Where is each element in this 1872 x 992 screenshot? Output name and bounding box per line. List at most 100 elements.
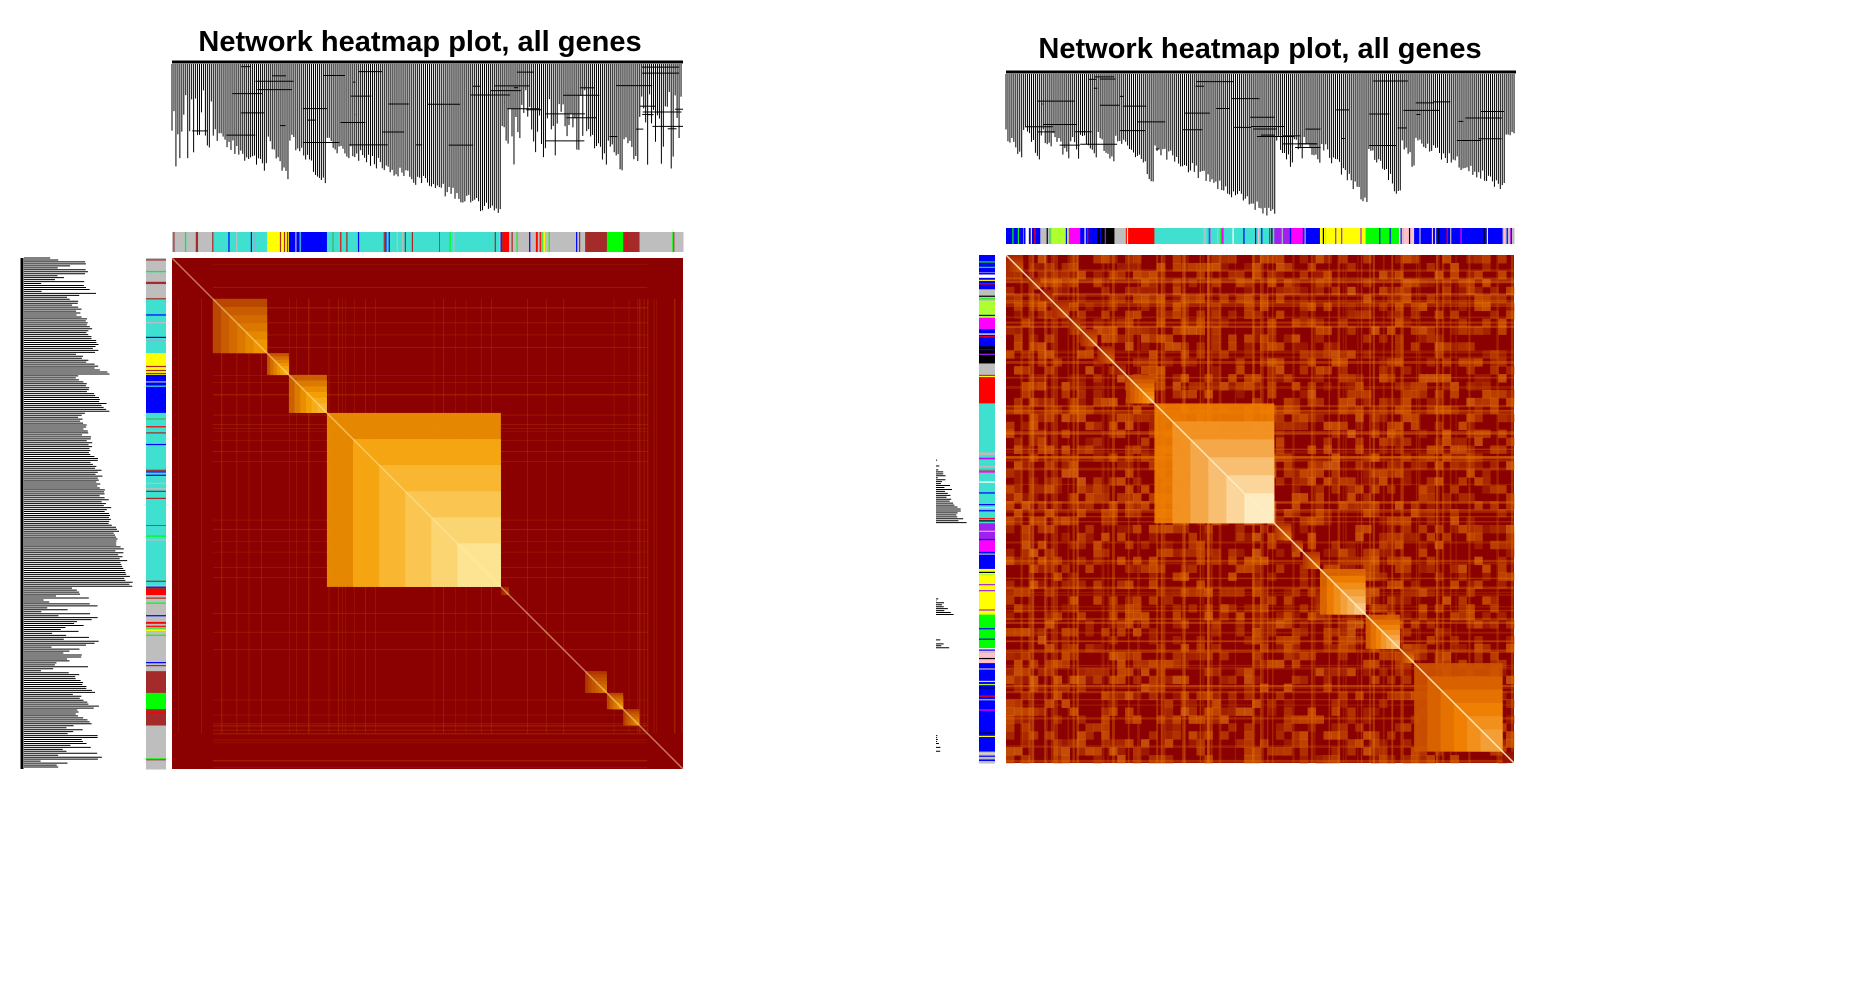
heatmap-streak <box>1006 352 1514 354</box>
heatmap-cell <box>1037 342 1047 351</box>
heatmap-cell <box>1061 389 1070 399</box>
module-color-segment <box>979 663 995 753</box>
heatmap-cell <box>1037 501 1047 510</box>
heatmap-cell <box>1236 294 1245 304</box>
heatmap-cell <box>1307 358 1317 367</box>
heatmap-cell <box>1394 358 1404 367</box>
heatmap-cell <box>1125 501 1134 510</box>
heatmap-cell <box>1347 350 1356 359</box>
heatmap-cell <box>1077 667 1086 677</box>
module-color-segment <box>1502 228 1515 244</box>
heatmap-cell <box>1418 278 1428 288</box>
heatmap-cell <box>1006 707 1015 716</box>
heatmap-cell <box>1299 651 1309 661</box>
heatmap-streak <box>1417 255 1421 763</box>
module-color-speckle <box>146 336 166 339</box>
heatmap-cell <box>1164 596 1174 605</box>
heatmap-cell <box>1482 620 1491 629</box>
heatmap-cell <box>1125 461 1134 470</box>
heatmap-cell <box>1109 326 1118 335</box>
heatmap-cell <box>1029 683 1039 693</box>
heatmap-cell <box>1450 524 1459 534</box>
heatmap-cell <box>1466 461 1475 470</box>
heatmap-cell <box>1133 651 1142 661</box>
module-color-speckle <box>437 232 440 252</box>
heatmap-cell <box>1482 477 1491 486</box>
heatmap-cell <box>1379 397 1388 407</box>
module-color-speckle <box>1017 228 1019 244</box>
module-color-segment <box>979 551 995 570</box>
heatmap-cell <box>1426 397 1436 407</box>
heatmap-cell <box>1172 612 1182 621</box>
heatmap-cell <box>1315 612 1324 621</box>
heatmap-streak <box>1006 277 1514 281</box>
heatmap-cell <box>1371 739 1380 748</box>
heatmap-cell <box>1228 334 1237 343</box>
heatmap-streak <box>1006 640 1514 643</box>
module-color-speckle <box>979 453 995 456</box>
heatmap-cell <box>1133 270 1142 280</box>
heatmap-cell <box>1117 620 1126 629</box>
heatmap-cell <box>1164 723 1174 732</box>
heatmap-cell <box>1283 334 1293 343</box>
heatmap-cell <box>1315 461 1324 470</box>
heatmap-cell <box>1180 262 1190 272</box>
heatmap-cell <box>1482 397 1491 407</box>
heatmap-cell <box>1482 350 1491 359</box>
heatmap-cell <box>1252 255 1261 264</box>
heatmap-cell <box>1482 612 1491 621</box>
module-color-speckle <box>979 590 995 592</box>
heatmap-cell <box>1498 358 1507 367</box>
heatmap-cell <box>1013 405 1023 415</box>
heatmap-cell <box>1506 739 1515 748</box>
heatmap-streak <box>1006 684 1514 687</box>
heatmap-cell <box>1315 374 1324 383</box>
module-color-segment <box>1319 228 1367 244</box>
heatmap-streak <box>1006 690 1514 694</box>
heatmap-cell <box>1228 342 1237 351</box>
heatmap-cell <box>1410 326 1420 335</box>
heatmap-cell <box>1394 501 1404 510</box>
heatmap-cell <box>1093 588 1102 597</box>
heatmap-cell <box>1371 453 1380 462</box>
module-color-speckle <box>979 687 995 689</box>
heatmap-cell <box>1260 524 1269 534</box>
heatmap-cell <box>1021 382 1031 391</box>
heatmap-cell <box>1101 397 1110 407</box>
heatmap-cell <box>1347 540 1356 550</box>
heatmap-streak <box>1006 305 1514 307</box>
heatmap-cell <box>1387 691 1396 700</box>
heatmap-streak <box>1006 325 1514 329</box>
heatmap-cell <box>1029 580 1039 589</box>
heatmap-cell <box>1156 334 1166 343</box>
heatmap-cell <box>1418 461 1428 470</box>
heatmap-cell <box>1085 747 1094 756</box>
heatmap-cell <box>1093 374 1102 383</box>
heatmap-cell <box>1410 643 1420 653</box>
heatmap-cell <box>1394 659 1404 669</box>
heatmap-cell <box>1402 667 1412 677</box>
heatmap-cell <box>1387 469 1396 478</box>
heatmap-cell <box>1172 382 1182 391</box>
heatmap-cell <box>1490 366 1499 375</box>
heatmap-cell <box>1315 604 1324 613</box>
heatmap-cell <box>1299 715 1309 724</box>
heatmap-cell <box>1188 715 1197 724</box>
heatmap-cell <box>1410 310 1420 319</box>
module-color-speckle <box>979 336 995 338</box>
heatmap-cell <box>1172 294 1182 304</box>
heatmap-cell <box>1474 413 1483 423</box>
module-color-segment <box>1080 228 1098 244</box>
heatmap-cell <box>1387 524 1396 534</box>
heatmap-cell <box>1204 667 1213 677</box>
heatmap-cell <box>1434 342 1444 351</box>
heatmap-cell <box>1029 413 1039 423</box>
heatmap-cell <box>1363 294 1372 304</box>
heatmap-cell <box>1053 659 1063 669</box>
heatmap-cell <box>1188 739 1197 748</box>
heatmap-cell <box>1085 524 1094 534</box>
heatmap-cell <box>1045 588 1055 597</box>
heatmap-streak <box>1006 541 1514 544</box>
heatmap-cell <box>1069 461 1078 470</box>
heatmap-cell <box>1133 747 1142 756</box>
